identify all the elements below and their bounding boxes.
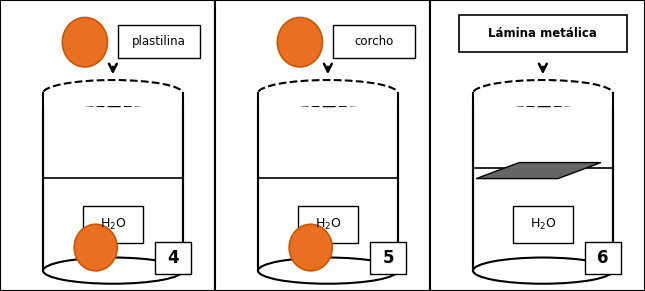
Text: 6: 6 — [597, 249, 609, 267]
Text: 4: 4 — [167, 249, 179, 267]
FancyBboxPatch shape — [155, 242, 192, 274]
FancyBboxPatch shape — [585, 242, 621, 274]
Text: corcho: corcho — [355, 35, 393, 48]
Polygon shape — [476, 163, 601, 179]
Text: H$_2$O: H$_2$O — [99, 217, 126, 232]
Ellipse shape — [277, 17, 322, 67]
Ellipse shape — [63, 17, 108, 67]
Ellipse shape — [74, 224, 117, 271]
FancyBboxPatch shape — [370, 242, 406, 274]
Text: 5: 5 — [382, 249, 394, 267]
Text: H$_2$O: H$_2$O — [530, 217, 556, 232]
Bar — [41, 93, 185, 106]
Ellipse shape — [289, 224, 332, 271]
FancyBboxPatch shape — [118, 25, 200, 58]
Ellipse shape — [258, 258, 398, 284]
FancyBboxPatch shape — [333, 25, 415, 58]
Text: Lámina metálica: Lámina metálica — [488, 27, 597, 40]
Ellipse shape — [473, 80, 613, 106]
Ellipse shape — [258, 80, 398, 106]
Bar — [471, 93, 615, 106]
Ellipse shape — [43, 80, 183, 106]
Ellipse shape — [43, 258, 183, 284]
Bar — [256, 93, 400, 106]
FancyBboxPatch shape — [459, 15, 627, 52]
Text: H$_2$O: H$_2$O — [315, 217, 341, 232]
FancyBboxPatch shape — [83, 205, 143, 243]
FancyBboxPatch shape — [298, 205, 358, 243]
Text: plastilina: plastilina — [132, 35, 186, 48]
Ellipse shape — [473, 258, 613, 284]
FancyBboxPatch shape — [513, 205, 573, 243]
